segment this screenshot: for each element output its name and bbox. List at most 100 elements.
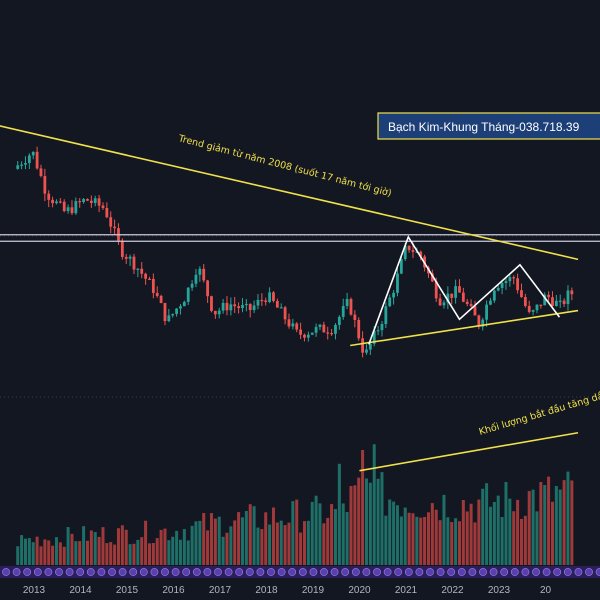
volume-bar bbox=[376, 478, 380, 565]
event-marker bbox=[118, 568, 127, 576]
candle bbox=[442, 300, 446, 309]
candle bbox=[210, 295, 213, 313]
candle bbox=[58, 198, 62, 204]
candle bbox=[330, 328, 333, 336]
candle bbox=[345, 292, 349, 310]
candle bbox=[365, 344, 368, 355]
volume-bar bbox=[349, 486, 353, 565]
volume-bar bbox=[399, 516, 403, 565]
candle bbox=[221, 298, 225, 314]
volume-bar bbox=[450, 522, 454, 565]
volume-bar bbox=[353, 485, 357, 565]
candle bbox=[299, 322, 302, 340]
event-marker bbox=[436, 568, 445, 576]
candle bbox=[279, 303, 283, 309]
candle bbox=[151, 273, 155, 299]
candle bbox=[461, 287, 465, 303]
volume-bar bbox=[314, 495, 318, 565]
event-marker bbox=[139, 568, 148, 576]
candle bbox=[148, 276, 151, 280]
volume-bar bbox=[372, 444, 376, 565]
candle bbox=[31, 151, 35, 160]
volume-bar bbox=[438, 520, 442, 565]
volume-bar bbox=[85, 540, 89, 565]
volume-bar bbox=[477, 499, 481, 565]
volume-bar bbox=[105, 543, 109, 565]
event-marker bbox=[23, 568, 32, 576]
volume-bar bbox=[322, 523, 326, 565]
volume-bar bbox=[248, 504, 252, 565]
candle bbox=[566, 285, 570, 311]
event-marker bbox=[235, 568, 244, 576]
volume-bar bbox=[454, 518, 458, 565]
candle bbox=[306, 331, 310, 342]
candle bbox=[252, 300, 256, 314]
volume-bar bbox=[473, 522, 477, 565]
event-marker bbox=[65, 568, 74, 576]
event-marker bbox=[256, 568, 265, 576]
candle bbox=[407, 245, 411, 253]
volume-bar bbox=[144, 520, 148, 565]
event-marker bbox=[542, 568, 551, 576]
volume-bar bbox=[361, 450, 365, 565]
candle bbox=[159, 294, 163, 304]
volume-bar bbox=[225, 532, 229, 565]
volume-bar bbox=[368, 482, 372, 565]
volume-bar bbox=[519, 518, 523, 565]
volume-bar bbox=[268, 524, 272, 565]
candle bbox=[35, 146, 39, 170]
event-marker bbox=[489, 568, 498, 576]
candle bbox=[384, 302, 388, 328]
candle bbox=[260, 293, 264, 306]
volume-bar bbox=[206, 530, 210, 565]
candle bbox=[175, 308, 178, 317]
event-marker bbox=[203, 568, 212, 576]
volume-bars bbox=[16, 444, 574, 565]
event-marker bbox=[457, 568, 466, 576]
x-tick-label: 2021 bbox=[395, 585, 418, 596]
x-tick-label: 2016 bbox=[162, 585, 185, 596]
volume-bar bbox=[547, 476, 551, 565]
candle bbox=[186, 287, 190, 305]
event-marker bbox=[97, 568, 106, 576]
volume-bar bbox=[279, 520, 283, 565]
volume-bar bbox=[58, 542, 62, 565]
candle bbox=[396, 266, 399, 297]
x-tick-label: 20 bbox=[540, 585, 552, 596]
title-box bbox=[377, 112, 600, 140]
volume-bar bbox=[120, 525, 124, 565]
candle bbox=[217, 307, 221, 319]
volume-bar bbox=[264, 512, 268, 565]
candle bbox=[198, 266, 202, 282]
candle bbox=[167, 308, 171, 323]
candle bbox=[477, 314, 481, 330]
event-marker bbox=[585, 568, 593, 576]
candle bbox=[241, 297, 244, 313]
volume-bar bbox=[287, 522, 291, 565]
volume-bar bbox=[492, 501, 496, 565]
candle bbox=[547, 291, 550, 302]
downtrend-line bbox=[0, 125, 579, 261]
event-marker bbox=[373, 568, 381, 576]
volume-bar bbox=[299, 532, 303, 565]
candle bbox=[473, 300, 477, 316]
candle bbox=[47, 190, 51, 208]
candle bbox=[310, 332, 314, 336]
pattern-zigzag bbox=[368, 235, 561, 345]
candle bbox=[558, 294, 562, 308]
candle bbox=[190, 280, 194, 291]
volume-bar bbox=[113, 544, 117, 565]
volume-bar bbox=[481, 488, 485, 565]
volume-bar bbox=[23, 538, 27, 565]
candle bbox=[392, 289, 395, 305]
volume-trend-line bbox=[359, 431, 579, 472]
volume-bar bbox=[485, 483, 489, 565]
x-tick-label: 2022 bbox=[441, 585, 464, 596]
candle bbox=[531, 309, 535, 316]
volume-bar bbox=[233, 520, 237, 565]
volume-bar bbox=[43, 539, 47, 565]
volume-bar bbox=[419, 517, 423, 565]
candle bbox=[570, 287, 574, 301]
volume-bar bbox=[411, 513, 415, 565]
